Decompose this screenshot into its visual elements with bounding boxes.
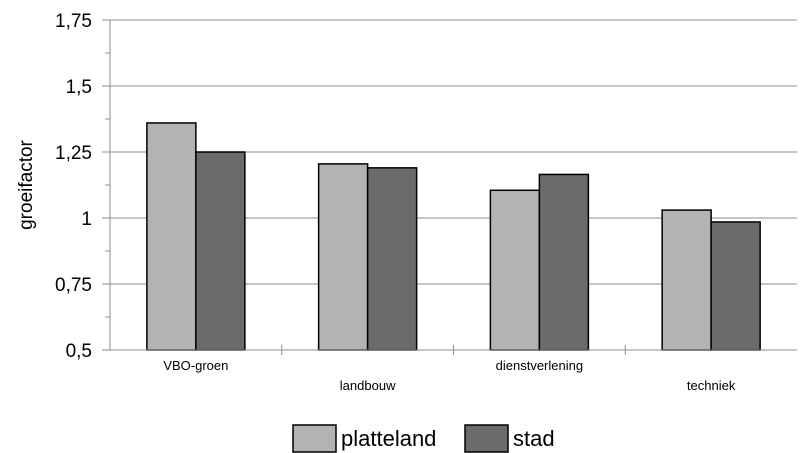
bar-stad [538, 173, 590, 351]
bar-platteland [317, 163, 369, 351]
x-category-label: dienstverlening [496, 358, 583, 373]
axes [102, 19, 797, 355]
bar-stad [366, 167, 418, 351]
bar-platteland [146, 122, 197, 351]
x-category-label: techniek [687, 378, 736, 393]
y-tick-label: 0,5 [66, 341, 92, 362]
legend-label: platteland [341, 426, 436, 451]
x-category-label: landbouw [340, 378, 396, 393]
y-tick-label: 1,5 [66, 77, 92, 98]
y-tick-label: 1,75 [55, 11, 92, 32]
bar-platteland [661, 209, 712, 351]
y-tick-label: 0,75 [55, 275, 92, 296]
legend-swatch-platteland [292, 424, 337, 453]
y-tick-label: 1 [81, 209, 92, 230]
legend: platteland stad [292, 424, 555, 453]
x-category-labels: VBO-groen landbouw dienstverlening techniek [163, 358, 735, 393]
bar-stad [195, 151, 246, 351]
bars [146, 122, 761, 351]
bar-stad [710, 221, 761, 351]
x-category-label: VBO-groen [163, 358, 228, 373]
y-tick-labels: 0,5 0,75 1 1,25 1,5 1,75 [55, 11, 92, 362]
legend-label: stad [513, 426, 555, 451]
y-tick-label: 1,25 [55, 143, 92, 164]
bar-platteland [489, 189, 541, 351]
legend-swatch-stad [464, 424, 509, 453]
y-axis-title: groeifactor [16, 139, 37, 229]
